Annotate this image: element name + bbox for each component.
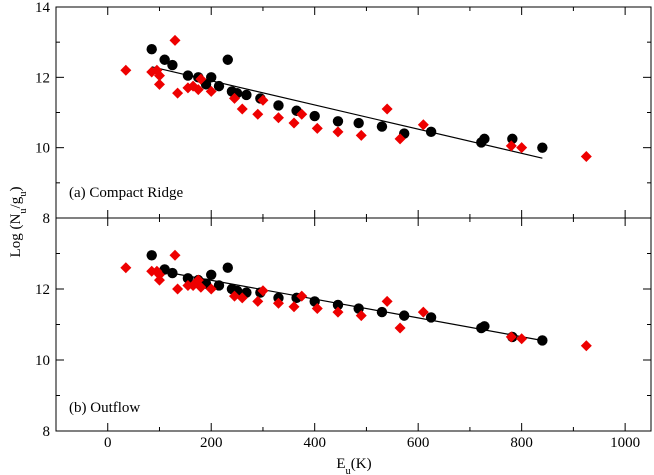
panel-a-label: (a) Compact Ridge	[69, 185, 183, 201]
data-point-diamond	[205, 85, 217, 97]
data-point-diamond	[417, 119, 429, 131]
data-point-diamond	[229, 92, 240, 104]
data-point-diamond	[381, 103, 393, 115]
data-point-circle	[537, 142, 548, 153]
data-point-diamond	[120, 262, 132, 274]
x-tick-label: 200	[200, 435, 223, 451]
panel-a-plot	[120, 34, 592, 162]
data-point-diamond	[257, 285, 269, 297]
data-point-diamond	[153, 70, 165, 82]
data-point-diamond	[355, 310, 367, 322]
panel-b-frame	[55, 217, 652, 432]
y-tick-label: 14	[35, 0, 51, 16]
data-point-diamond	[252, 108, 264, 120]
data-point-circle	[273, 100, 284, 111]
data-point-diamond	[120, 64, 132, 76]
data-point-circle	[213, 80, 225, 92]
y-tick-label: 12	[35, 282, 50, 298]
data-point-circle	[213, 280, 225, 291]
data-point-diamond	[311, 122, 323, 134]
data-point-diamond	[394, 133, 406, 145]
data-point-diamond	[580, 340, 592, 352]
data-point-diamond	[516, 333, 528, 345]
data-point-diamond	[169, 249, 181, 261]
data-point-circle	[332, 116, 344, 127]
data-point-circle	[479, 321, 490, 332]
data-point-diamond	[505, 331, 517, 343]
data-point-diamond	[205, 283, 217, 295]
data-point-circle	[507, 133, 518, 145]
data-point-diamond	[580, 150, 592, 162]
data-point-circle	[182, 70, 194, 81]
data-point-diamond	[516, 142, 528, 154]
x-tick-label: 400	[303, 435, 326, 451]
data-point-circle	[425, 126, 437, 138]
x-axis-label: Eu(K)	[336, 456, 371, 475]
data-point-circle	[376, 121, 388, 132]
data-point-diamond	[381, 295, 393, 307]
x-tick-label: 600	[407, 435, 430, 451]
panel-b-plot	[120, 249, 592, 352]
data-point-diamond	[153, 78, 165, 90]
data-point-circle	[376, 306, 388, 318]
data-point-diamond	[195, 281, 207, 293]
data-point-circle	[241, 89, 252, 101]
y-tick-label: 10	[35, 353, 50, 369]
data-point-diamond	[229, 290, 240, 302]
panel-b-label: (b) Outflow	[69, 400, 140, 416]
data-point-diamond	[195, 73, 207, 85]
data-point-diamond	[169, 34, 181, 46]
data-point-circle	[146, 250, 157, 261]
data-point-diamond	[236, 103, 248, 115]
data-point-diamond	[172, 87, 184, 99]
data-point-circle	[537, 335, 548, 346]
data-point-circle	[159, 54, 170, 65]
data-point-diamond	[288, 117, 300, 129]
data-point-diamond	[172, 283, 184, 295]
data-point-diamond	[288, 301, 300, 313]
data-point-diamond	[272, 297, 284, 309]
y-tick-label: 12	[35, 70, 50, 86]
data-point-diamond	[252, 295, 264, 307]
data-point-diamond	[192, 84, 204, 96]
data-point-circle	[167, 267, 178, 279]
data-point-diamond	[257, 94, 269, 106]
data-point-circle	[206, 72, 217, 83]
data-point-circle	[479, 133, 490, 145]
data-point-diamond	[417, 306, 429, 318]
y-axis-label: Log (Nu/gu)	[8, 187, 29, 258]
data-point-diamond	[355, 129, 367, 141]
y-tick-label: 8	[43, 211, 51, 227]
data-point-circle	[332, 299, 344, 311]
data-point-diamond	[394, 322, 406, 334]
data-point-circle	[182, 273, 194, 284]
data-point-diamond	[505, 140, 517, 152]
data-point-circle	[167, 59, 178, 71]
y-tick-label: 10	[35, 141, 50, 157]
data-point-circle	[222, 54, 233, 65]
data-point-circle	[222, 262, 233, 273]
data-point-diamond	[332, 126, 344, 138]
data-point-diamond	[311, 303, 323, 315]
data-point-diamond	[272, 112, 284, 124]
data-point-circle	[206, 269, 217, 280]
data-point-diamond	[153, 274, 165, 286]
data-point-circle	[353, 117, 364, 129]
data-point-circle	[399, 310, 410, 321]
data-point-circle	[146, 44, 157, 55]
x-tick-label: 800	[510, 435, 533, 451]
data-point-diamond	[332, 306, 344, 318]
y-tick-label: 8	[43, 424, 51, 440]
data-point-diamond	[236, 292, 248, 304]
data-point-diamond	[296, 290, 308, 302]
x-tick-label: 0	[104, 435, 112, 451]
data-point-circle	[425, 312, 437, 323]
x-tick-label: 1000	[610, 435, 640, 451]
data-point-circle	[309, 110, 320, 122]
axes-ticks: 8 10 12 14 8 10 12 0 200 400 600 800 1000	[35, 0, 651, 451]
data-point-diamond	[296, 108, 308, 120]
